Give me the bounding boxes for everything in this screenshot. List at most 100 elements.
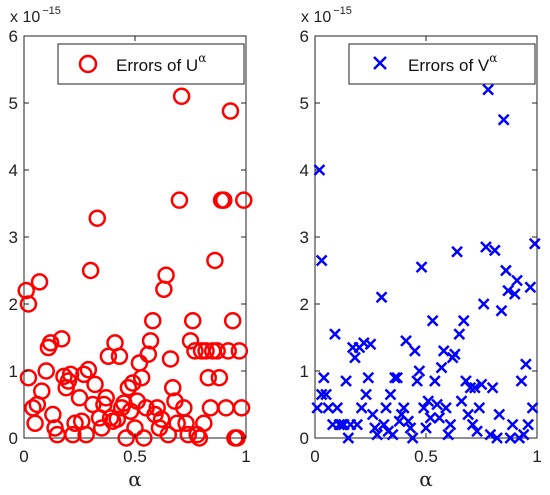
data-point (402, 415, 415, 428)
data-point (411, 375, 424, 387)
data-point (488, 244, 501, 257)
data-point (424, 412, 437, 424)
data-point (199, 368, 218, 387)
data-point (495, 304, 508, 317)
data-point (426, 314, 439, 327)
data-point (19, 295, 38, 313)
data-point (172, 87, 191, 106)
data-point (422, 395, 435, 408)
data-point (384, 388, 397, 401)
x-tick-label: 1 (241, 447, 250, 466)
left-legend-label: Errors of Uα (116, 51, 206, 75)
data-point (135, 429, 153, 447)
data-point (88, 209, 107, 227)
data-point (117, 429, 135, 447)
x-tick-label: 1 (532, 447, 541, 466)
data-point (468, 381, 481, 394)
data-point (371, 428, 384, 441)
data-point (26, 414, 44, 433)
data-point (444, 418, 457, 431)
data-point (141, 332, 160, 350)
data-point (420, 422, 432, 434)
data-point (375, 291, 388, 304)
data-point (448, 348, 461, 361)
data-point (466, 418, 479, 431)
data-point (440, 401, 452, 414)
data-point (329, 328, 341, 341)
data-point (364, 338, 377, 351)
data-point (517, 428, 530, 441)
data-point (317, 371, 330, 384)
data-point (41, 334, 60, 352)
data-point (86, 375, 104, 394)
y-tick-label: 2 (9, 295, 18, 314)
data-point (181, 332, 200, 350)
y-tick-label: 4 (300, 161, 309, 180)
data-point (124, 374, 142, 392)
data-point (335, 418, 348, 431)
data-point (320, 388, 332, 401)
data-point (415, 261, 428, 274)
data-point (110, 347, 129, 366)
data-point (52, 330, 71, 348)
data-point (322, 401, 335, 414)
data-point (342, 432, 355, 444)
data-point (435, 361, 448, 374)
data-point (417, 401, 430, 414)
y-tick-label: 1 (9, 362, 18, 381)
data-point (101, 409, 120, 427)
data-point (208, 342, 226, 360)
data-point (235, 191, 253, 209)
data-point (502, 284, 515, 297)
data-point (219, 342, 237, 360)
data-point (404, 422, 417, 434)
data-point (431, 398, 443, 411)
data-point (442, 428, 455, 441)
data-point (340, 375, 352, 387)
y-tick-label: 5 (9, 94, 18, 113)
data-point (157, 266, 175, 284)
data-point (460, 375, 472, 387)
right-axis-ticks: 0 1 2 3 4 5 6 0 0.5 1 (300, 27, 542, 466)
data-point (33, 382, 51, 400)
data-point (377, 418, 390, 431)
data-point (413, 365, 426, 377)
data-point (148, 399, 166, 417)
data-point (504, 432, 517, 444)
data-point (179, 425, 198, 444)
data-point (159, 425, 178, 444)
data-point (393, 415, 406, 428)
data-point (484, 428, 497, 441)
data-point (81, 261, 100, 280)
data-point (471, 425, 483, 438)
x-tick-label: 0.5 (414, 447, 438, 466)
data-point (197, 342, 215, 360)
data-point (186, 342, 204, 360)
data-point (315, 254, 328, 267)
data-point (206, 251, 224, 270)
data-point (500, 264, 512, 277)
data-point (362, 371, 375, 384)
y-tick-label: 3 (9, 228, 18, 247)
data-point (528, 237, 541, 250)
data-point (366, 408, 379, 421)
data-point (311, 401, 324, 414)
data-point (108, 410, 126, 428)
data-point (380, 401, 392, 414)
data-point (491, 432, 503, 444)
data-point (221, 102, 240, 120)
data-point (493, 408, 506, 421)
data-point (132, 368, 151, 387)
data-point (464, 381, 477, 394)
y-tick-label: 4 (9, 161, 18, 180)
data-point (215, 191, 233, 209)
data-point (437, 345, 450, 357)
left-x-axis-label: α (128, 467, 142, 491)
data-point (497, 113, 510, 126)
data-point (61, 365, 80, 384)
left-data-markers (17, 87, 253, 447)
data-point (526, 401, 539, 414)
data-point (183, 312, 202, 330)
right-legend-marker (373, 56, 387, 70)
